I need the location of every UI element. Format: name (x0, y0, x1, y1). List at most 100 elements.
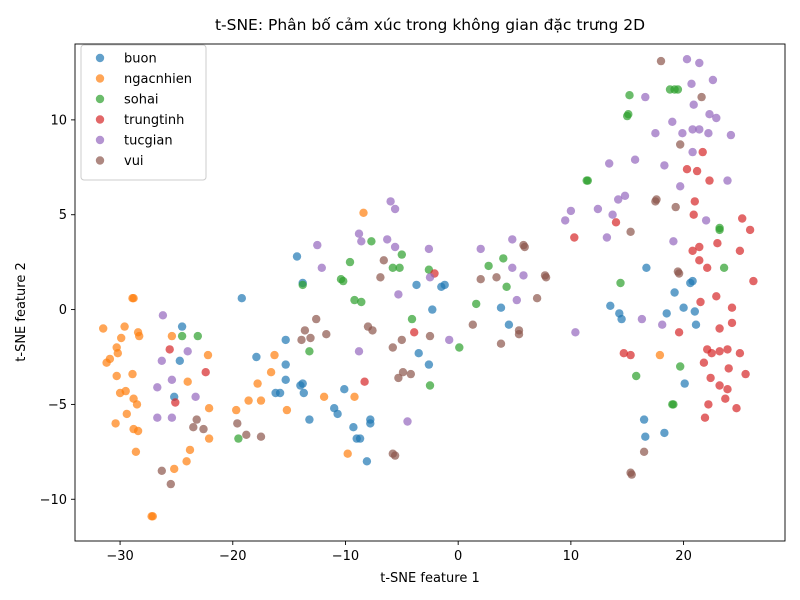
point-ngacnhien (204, 404, 214, 413)
point-vui (674, 269, 684, 278)
point-ngacnhien (232, 405, 241, 415)
point-trungtinh (705, 176, 714, 185)
point-vui (406, 369, 415, 379)
point-tucgian (183, 347, 192, 356)
point-tucgian (508, 235, 517, 244)
point-ngacnhien (148, 512, 157, 521)
point-sohai (345, 257, 355, 267)
point-vui (300, 326, 310, 335)
point-tucgian (695, 125, 704, 134)
point-trungtinh (698, 147, 707, 157)
point-trungtinh (619, 349, 628, 358)
point-sohai (397, 250, 406, 259)
point-ngacnhien (170, 464, 179, 474)
point-vui (627, 470, 636, 479)
point-vui (157, 466, 166, 475)
point-vui (306, 333, 315, 343)
point-tucgian (614, 195, 623, 204)
point-buon (428, 305, 437, 314)
point-sohai (715, 223, 724, 233)
point-vui (192, 415, 201, 424)
point-tucgian (708, 75, 718, 85)
point-tucgian (571, 328, 580, 337)
point-vui (639, 447, 649, 456)
point-tucgian (512, 295, 521, 305)
point-vui (312, 314, 321, 324)
point-sohai (676, 362, 685, 371)
point-ngacnhien (122, 409, 131, 419)
point-buon (680, 379, 689, 388)
point-buon (333, 409, 342, 419)
point-buon (292, 252, 302, 261)
y-axis-label: t-SNE feature 2 (14, 262, 29, 361)
y-tick-label: −5 (48, 398, 67, 413)
legend-label-trungtinh: trungtinh (124, 113, 184, 128)
point-ngacnhien (112, 371, 121, 381)
point-buon (690, 307, 699, 316)
point-buon (175, 356, 184, 365)
point-tucgian (660, 161, 669, 170)
point-buon (366, 419, 375, 428)
point-ngacnhien (129, 294, 138, 303)
point-tucgian (191, 392, 200, 401)
point-trungtinh (732, 404, 741, 413)
point-vui (476, 275, 485, 284)
point-trungtinh (735, 246, 745, 255)
series-buon (170, 252, 701, 466)
point-tucgian (658, 320, 667, 329)
point-trungtinh (735, 349, 745, 358)
point-buon (670, 288, 679, 297)
point-tucgian (561, 216, 570, 225)
point-buon (412, 280, 421, 290)
point-vui (297, 335, 306, 345)
legend-marker-sohai (95, 94, 105, 104)
point-buon (305, 415, 314, 424)
point-sohai (388, 263, 397, 272)
point-vui (166, 479, 175, 489)
point-vui (532, 294, 542, 303)
point-sohai (298, 280, 307, 290)
point-tucgian (630, 155, 640, 164)
point-tucgian (651, 129, 660, 138)
point-tucgian (637, 314, 647, 324)
point-trungtinh (738, 214, 747, 223)
point-buon (639, 415, 649, 424)
point-tucgian (641, 92, 650, 102)
point-tucgian (705, 110, 714, 119)
point-tucgian (676, 182, 685, 191)
legend-marker-buon (95, 53, 105, 63)
point-trungtinh (165, 345, 174, 354)
point-buon (237, 294, 246, 303)
legend-label-buon: buon (124, 52, 157, 67)
point-sohai (616, 278, 625, 288)
legend-marker-trungtinh (95, 115, 105, 124)
point-buon (617, 314, 626, 324)
point-sohai (673, 85, 683, 94)
point-tucgian (593, 204, 603, 214)
point-tucgian (608, 210, 617, 219)
point-buon (349, 423, 358, 432)
point-vui (697, 92, 706, 102)
point-tucgian (678, 129, 687, 138)
point-sohai (455, 343, 464, 352)
point-ngacnhien (256, 396, 266, 405)
legend-label-tucgian: tucgian (124, 134, 173, 149)
point-trungtinh (700, 413, 710, 422)
point-vui (394, 373, 403, 383)
point-vui (671, 202, 680, 212)
point-ngacnhien (182, 457, 191, 466)
point-trungtinh (741, 369, 750, 379)
point-vui (233, 419, 242, 428)
point-buon (679, 303, 688, 312)
point-vui (676, 140, 685, 149)
point-sohai (367, 237, 376, 246)
series-trungtinh (165, 147, 758, 422)
x-tick-label: −30 (106, 549, 133, 564)
point-ngacnhien (204, 434, 214, 443)
point-ngacnhien (135, 331, 144, 341)
point-tucgian (383, 235, 392, 244)
point-trungtinh (715, 324, 724, 333)
point-vui (425, 331, 435, 341)
point-buon (606, 301, 615, 310)
point-buon (362, 457, 372, 466)
